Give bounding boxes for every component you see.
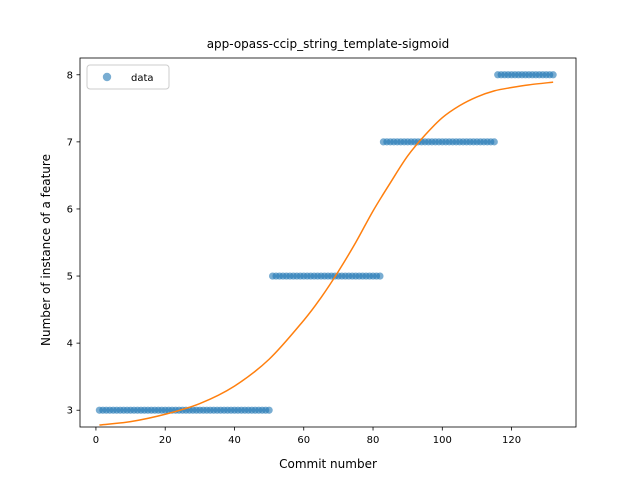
- y-axis-label: Number of instance of a feature: [39, 154, 53, 346]
- legend: data: [86, 64, 170, 90]
- x-tick-label: 80: [367, 435, 380, 446]
- chart-title: app-opass-ccip_string_template-sigmoid: [207, 37, 450, 51]
- plot-area: 0 20 40 60 80 100 120 3 4 5 6 7 8 data: [67, 57, 577, 446]
- fit-line: [99, 81, 554, 426]
- axes-frame: [79, 57, 577, 428]
- x-tick-label: 100: [433, 435, 452, 446]
- y-tick-label: 7: [67, 137, 73, 148]
- x-tick-label: 120: [502, 435, 521, 446]
- data-point: [376, 272, 384, 280]
- y-tick-label: 6: [67, 204, 73, 215]
- y-tick-label: 8: [67, 70, 73, 81]
- data-point: [490, 138, 498, 146]
- x-tick-label: 40: [228, 435, 241, 446]
- x-axis-label: Commit number: [279, 457, 377, 471]
- legend-marker: [102, 72, 112, 82]
- x-tick-label: 60: [297, 435, 310, 446]
- legend-box: [86, 64, 170, 90]
- plot-content: [95, 71, 557, 426]
- data-point: [265, 406, 273, 414]
- legend-label: data: [131, 73, 154, 84]
- y-tick-label: 3: [67, 406, 73, 417]
- y-tick-label: 4: [67, 339, 73, 350]
- y-tick-label: 5: [67, 272, 73, 283]
- x-tick-label: 0: [93, 435, 99, 446]
- data-point: [549, 71, 557, 79]
- x-tick-label: 20: [159, 435, 172, 446]
